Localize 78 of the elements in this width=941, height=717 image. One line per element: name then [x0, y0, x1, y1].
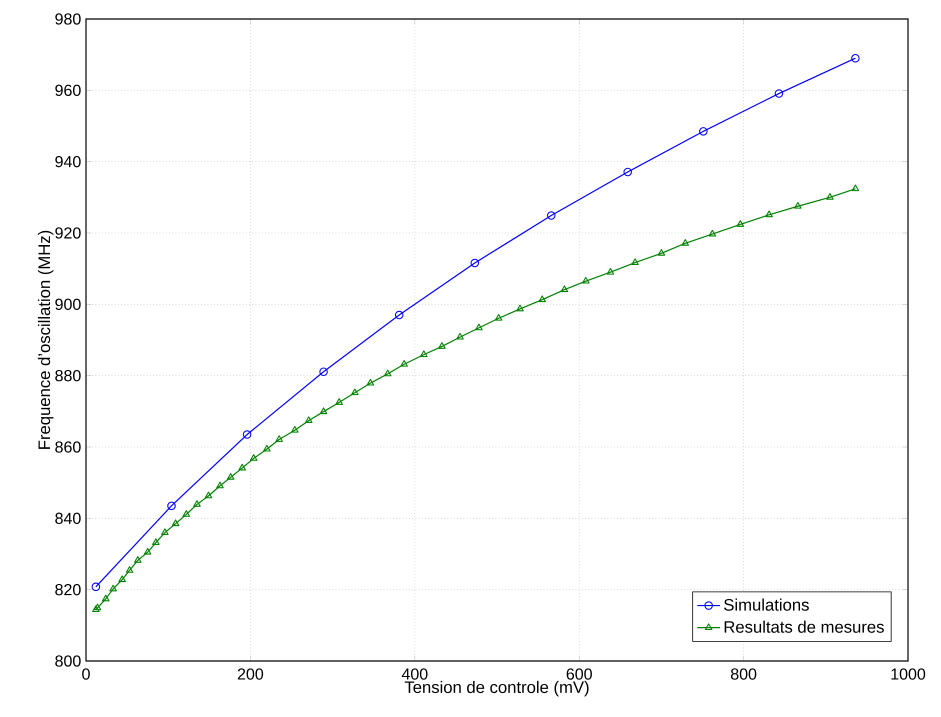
point: [226, 473, 234, 480]
legend-label: Simulations: [724, 598, 809, 611]
x-axis-title: Tension de controle (mV): [404, 680, 589, 696]
point: [193, 500, 201, 507]
point: [320, 407, 328, 414]
point: [144, 548, 152, 555]
point: [182, 510, 190, 517]
point: [126, 566, 134, 573]
point: [546, 211, 556, 220]
point: [765, 210, 773, 218]
point: [263, 444, 271, 452]
point: [826, 193, 834, 200]
point: [438, 342, 446, 349]
y-tick-label: 940: [55, 156, 81, 168]
x-tick-label: 400: [402, 668, 428, 680]
y-tick-label: 980: [55, 13, 81, 25]
point: [134, 556, 142, 563]
point: [794, 202, 802, 209]
y-tick-label: 900: [55, 298, 81, 310]
y-tick-label: 800: [55, 655, 81, 667]
point: [774, 89, 784, 98]
point: [851, 54, 860, 62]
point: [623, 168, 632, 176]
point: [658, 249, 666, 256]
point: [335, 398, 343, 405]
point: [681, 239, 690, 246]
point: [708, 230, 716, 236]
point: [538, 295, 546, 302]
point: [118, 575, 126, 582]
point: [606, 268, 614, 275]
point: [366, 378, 374, 386]
point: [92, 605, 100, 612]
y-tick-label: 880: [55, 370, 81, 382]
point: [102, 594, 110, 602]
y-tick-label: 920: [55, 227, 81, 239]
point: [699, 127, 708, 136]
point: [456, 332, 464, 340]
x-tick-label: 600: [566, 668, 592, 680]
point: [92, 582, 100, 592]
point: [494, 314, 502, 321]
point: [291, 426, 299, 433]
point: [305, 416, 313, 424]
point: [94, 604, 102, 610]
x-tick-label: 0: [82, 668, 90, 680]
point: [319, 367, 328, 376]
point: [204, 492, 212, 498]
point: [250, 454, 258, 461]
point: [172, 519, 180, 526]
point: [560, 285, 568, 292]
point: [161, 528, 169, 535]
point: [384, 370, 392, 376]
y-tick-label: 820: [55, 584, 81, 596]
point: [152, 538, 160, 545]
point: [470, 258, 480, 268]
point: [109, 584, 117, 592]
x-tick-label: 200: [238, 668, 264, 680]
point: [167, 502, 176, 510]
y-tick-label: 860: [55, 441, 81, 453]
point: [400, 360, 408, 367]
point: [238, 464, 246, 470]
y-tick-label: 960: [55, 84, 81, 96]
point: [852, 184, 860, 192]
x-tick-label: 1000: [891, 668, 926, 680]
point: [275, 435, 283, 442]
point: [631, 258, 639, 266]
point: [351, 388, 359, 396]
legend-label: Resultats de mesures: [724, 620, 884, 633]
y-tick-label: 840: [55, 512, 81, 524]
point: [736, 220, 744, 227]
point: [394, 310, 404, 320]
y-axis-title: Frequence d’oscillation (MHz): [38, 230, 54, 449]
point: [475, 324, 483, 330]
point: [420, 350, 428, 358]
point: [582, 276, 590, 284]
point: [216, 482, 224, 488]
x-tick-label: 800: [730, 668, 756, 680]
point: [242, 430, 252, 439]
point: [516, 304, 524, 312]
